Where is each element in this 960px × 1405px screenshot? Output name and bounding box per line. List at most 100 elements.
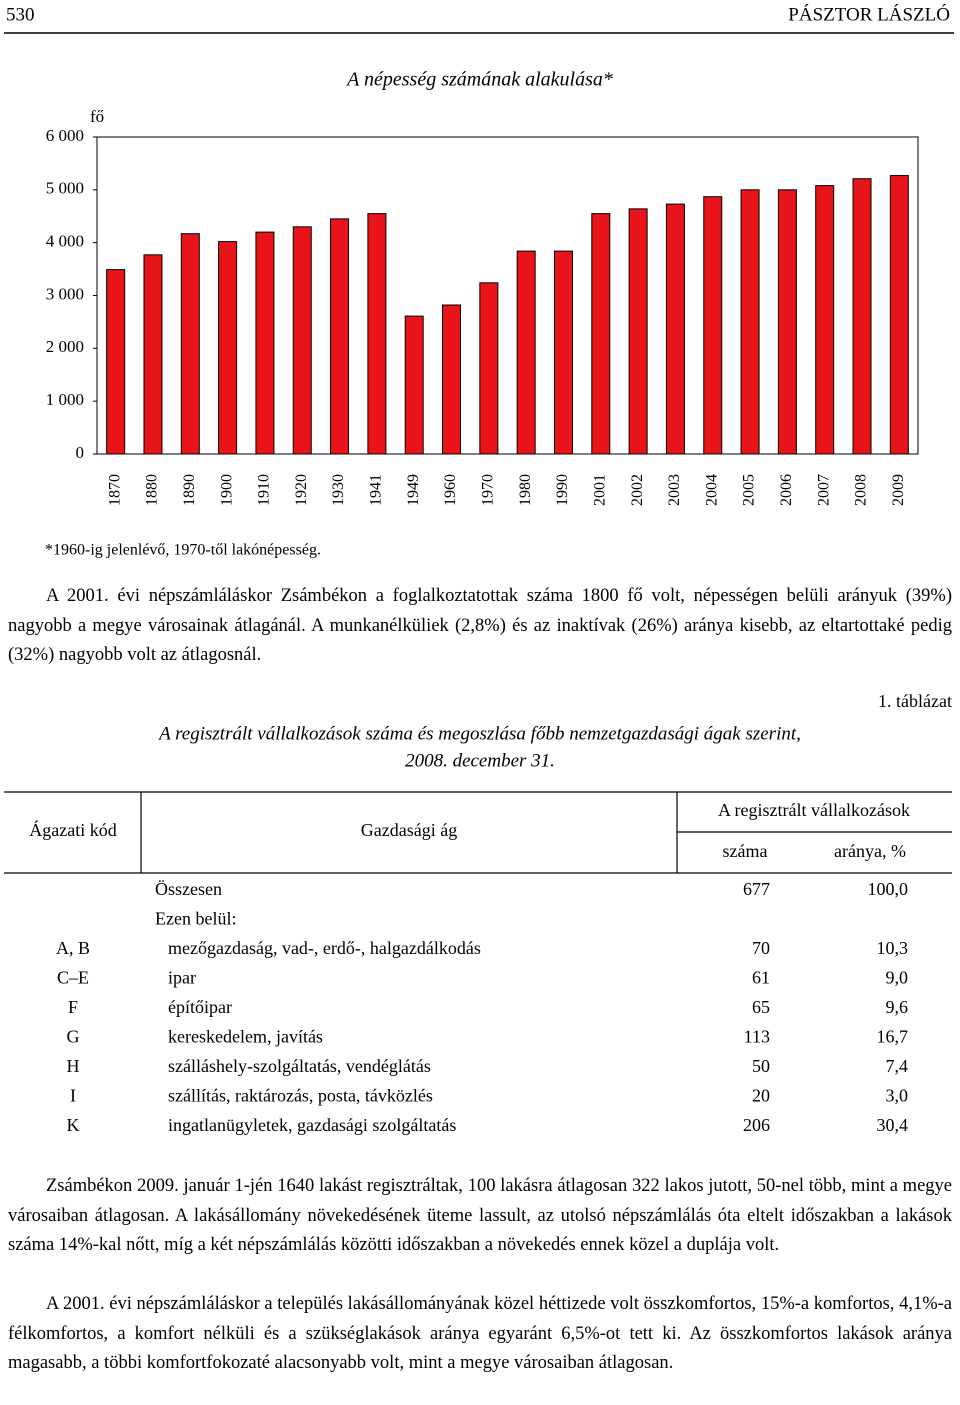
- bar: [815, 185, 835, 455]
- x-tick-label: 2009: [890, 474, 907, 506]
- table-title: A regisztrált vállalkozások száma és meg…: [157, 723, 801, 744]
- x-tick-label: 1890: [181, 474, 198, 506]
- row-branch: Ezen belül:: [155, 909, 236, 929]
- row-branch: szállítás, raktározás, posta, távközlés: [168, 1086, 433, 1106]
- y-tick-label: 3 000: [46, 284, 84, 303]
- bar: [740, 189, 760, 455]
- y-tick-label: 6 000: [46, 126, 84, 145]
- row-branch: kereskedelem, javítás: [168, 1027, 323, 1047]
- x-tick-label: 1949: [405, 474, 422, 506]
- y-tick-label: 1 000: [46, 390, 84, 409]
- figure-and-table: 530 PÁSZTOR LÁSZLÓ A népesség számának a…: [4, 3, 954, 1135]
- row-branch: mezőgazdaság, vad-, erdő-, halgazdálkodá…: [168, 938, 481, 958]
- x-tick-label: 1880: [144, 474, 161, 506]
- x-tick-label: 1980: [517, 474, 534, 506]
- column-header: Ágazati kód: [29, 819, 116, 840]
- x-tick-label: 2002: [629, 474, 646, 506]
- row-share: 9,0: [886, 968, 909, 988]
- paragraph: Zsámbékon 2009. január 1-jén 1640 lakást…: [8, 1176, 952, 1255]
- row-count: 113: [744, 1027, 770, 1047]
- row-share: 16,7: [877, 1027, 909, 1047]
- bar: [852, 178, 872, 455]
- x-tick-label: 1900: [218, 474, 235, 506]
- bar: [106, 269, 126, 455]
- row-branch: ipar: [168, 968, 196, 988]
- bar: [218, 241, 238, 455]
- x-tick-label: 2001: [591, 474, 608, 506]
- y-tick-label: 5 000: [46, 179, 84, 198]
- bar: [553, 250, 573, 455]
- x-tick-label: 1941: [368, 474, 385, 506]
- bar: [404, 315, 424, 455]
- column-header: A regisztrált vállalkozások: [718, 800, 910, 820]
- bar: [442, 304, 462, 455]
- column-header: száma: [723, 841, 768, 861]
- paragraph: A 2001. évi népszámláláskor a település …: [8, 1294, 952, 1373]
- row-count: 70: [752, 938, 770, 958]
- bar: [591, 213, 611, 455]
- x-tick-label: 1910: [256, 474, 273, 506]
- row-code: F: [68, 997, 78, 1017]
- bar: [180, 233, 200, 455]
- x-tick-label: 1870: [106, 474, 123, 506]
- row-share: 100,0: [868, 879, 909, 899]
- row-count: 677: [743, 879, 770, 899]
- footnote: *1960-ig jelenlévő, 1970-től lakónépessé…: [45, 542, 321, 559]
- row-count: 61: [752, 968, 770, 988]
- x-tick-label: 2007: [815, 474, 832, 506]
- bar: [777, 189, 797, 455]
- x-tick-label: 2004: [703, 474, 720, 506]
- x-tick-label: 2006: [778, 474, 795, 506]
- row-count: 65: [752, 997, 770, 1017]
- x-tick-label: 2003: [666, 474, 683, 506]
- page-number: 530: [6, 4, 35, 25]
- row-code: K: [67, 1115, 80, 1135]
- bar: [628, 208, 648, 455]
- row-share: 9,6: [886, 997, 909, 1017]
- row-code: G: [67, 1027, 80, 1047]
- row-code: A, B: [56, 938, 90, 958]
- x-tick-label: 1920: [293, 474, 310, 506]
- row-branch: szálláshely-szolgáltatás, vendéglátás: [168, 1056, 431, 1076]
- bar: [889, 175, 909, 455]
- x-tick-label: 2008: [853, 474, 870, 506]
- bar: [665, 203, 685, 455]
- paragraph: A 2001. évi népszámláláskor Zsámbékon a …: [8, 586, 952, 665]
- bar: [479, 282, 499, 455]
- x-tick-label: 2005: [741, 474, 758, 506]
- x-tick-label: 1960: [442, 474, 459, 506]
- bar: [255, 231, 275, 455]
- bar: [516, 250, 536, 455]
- row-share: 30,4: [877, 1115, 909, 1135]
- table-title: 2008. december 31.: [405, 750, 555, 771]
- row-count: 206: [743, 1115, 770, 1135]
- y-tick-label: 2 000: [46, 337, 84, 356]
- chart-title: A népesség számának alakulása*: [345, 69, 613, 91]
- y-tick-label: 0: [76, 443, 85, 462]
- row-code: H: [67, 1056, 80, 1076]
- bar: [143, 254, 163, 455]
- row-branch: Összesen: [155, 879, 222, 899]
- row-branch: építőipar: [168, 997, 232, 1017]
- table-number: 1. táblázat: [878, 691, 952, 711]
- x-tick-label: 1970: [480, 474, 497, 506]
- row-code: I: [70, 1086, 76, 1106]
- x-tick-label: 1930: [330, 474, 347, 506]
- bar: [703, 196, 723, 455]
- bar: [292, 226, 312, 455]
- row-share: 3,0: [886, 1086, 909, 1106]
- row-count: 20: [752, 1086, 770, 1106]
- bar: [367, 213, 387, 455]
- bar: [330, 218, 350, 455]
- row-share: 7,4: [886, 1056, 909, 1076]
- row-count: 50: [752, 1056, 770, 1076]
- column-header: aránya, %: [834, 841, 906, 861]
- row-share: 10,3: [877, 938, 909, 958]
- row-code: C–E: [57, 968, 89, 988]
- y-tick-label: 4 000: [46, 232, 84, 251]
- x-tick-label: 1990: [554, 474, 571, 506]
- column-header: Gazdasági ág: [361, 820, 457, 840]
- row-branch: ingatlanügyletek, gazdasági szolgáltatás: [168, 1115, 456, 1135]
- y-unit: fő: [90, 107, 104, 126]
